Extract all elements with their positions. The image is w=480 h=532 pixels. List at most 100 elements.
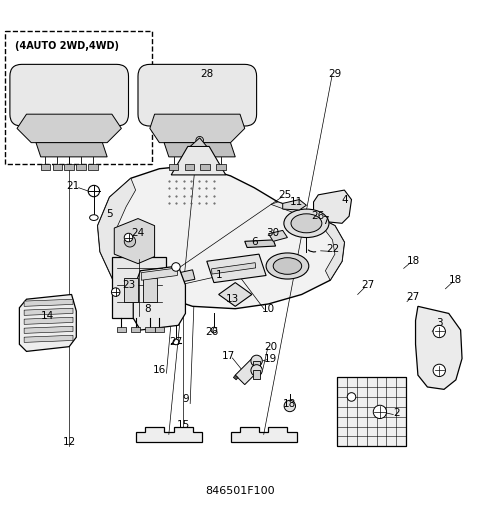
Polygon shape <box>114 219 155 264</box>
Text: (4AUTO 2WD,4WD): (4AUTO 2WD,4WD) <box>14 40 119 51</box>
Ellipse shape <box>90 215 98 220</box>
Polygon shape <box>212 263 256 274</box>
Polygon shape <box>24 326 73 334</box>
Text: 23: 23 <box>122 280 135 290</box>
Text: 5: 5 <box>106 209 113 219</box>
Bar <box>337 378 406 446</box>
Text: 4: 4 <box>341 195 348 205</box>
Polygon shape <box>283 200 306 210</box>
Polygon shape <box>36 143 107 157</box>
Polygon shape <box>24 299 73 306</box>
Text: 18: 18 <box>283 398 297 409</box>
Polygon shape <box>167 270 195 285</box>
Circle shape <box>124 233 133 242</box>
FancyBboxPatch shape <box>138 64 257 126</box>
Bar <box>201 164 210 170</box>
Text: 13: 13 <box>226 294 240 304</box>
Circle shape <box>172 263 180 271</box>
Ellipse shape <box>291 214 322 233</box>
Polygon shape <box>235 359 261 385</box>
Circle shape <box>124 236 136 247</box>
Bar <box>253 370 260 379</box>
Polygon shape <box>207 254 266 282</box>
Bar <box>216 164 226 170</box>
Text: 27: 27 <box>407 292 420 302</box>
Polygon shape <box>230 427 297 442</box>
Polygon shape <box>97 167 344 309</box>
Bar <box>131 327 140 332</box>
Text: 846501F100: 846501F100 <box>205 486 275 496</box>
Polygon shape <box>245 240 276 247</box>
Circle shape <box>211 327 217 333</box>
Bar <box>143 278 157 302</box>
Bar <box>145 327 155 332</box>
Text: 6: 6 <box>251 237 258 247</box>
Polygon shape <box>313 190 351 223</box>
Polygon shape <box>136 427 202 442</box>
Text: 29: 29 <box>328 69 341 79</box>
Text: 16: 16 <box>153 365 166 376</box>
Bar <box>76 164 86 170</box>
Bar <box>185 164 194 170</box>
Text: 11: 11 <box>290 197 303 207</box>
Text: 12: 12 <box>62 437 76 446</box>
Text: 30: 30 <box>267 228 280 238</box>
Circle shape <box>347 393 356 401</box>
Text: 21: 21 <box>66 181 79 192</box>
Polygon shape <box>416 306 462 389</box>
Ellipse shape <box>284 209 329 237</box>
Bar <box>64 164 74 170</box>
Polygon shape <box>133 266 185 330</box>
Text: 17: 17 <box>221 351 235 361</box>
Circle shape <box>373 405 386 419</box>
Text: 10: 10 <box>262 304 275 314</box>
Text: 15: 15 <box>177 420 190 430</box>
Polygon shape <box>24 308 73 315</box>
Circle shape <box>173 339 179 345</box>
Polygon shape <box>17 114 121 143</box>
Bar <box>169 164 179 170</box>
Bar <box>117 327 126 332</box>
Polygon shape <box>164 143 235 157</box>
Polygon shape <box>24 335 73 343</box>
Text: 9: 9 <box>182 394 189 404</box>
Text: 3: 3 <box>436 318 443 328</box>
Circle shape <box>196 137 204 144</box>
Text: 28: 28 <box>200 69 214 79</box>
Bar <box>112 256 167 318</box>
Text: 26: 26 <box>205 327 218 337</box>
Polygon shape <box>233 375 238 380</box>
Text: 26: 26 <box>312 211 325 221</box>
Bar <box>53 164 62 170</box>
Polygon shape <box>219 282 252 306</box>
Circle shape <box>111 288 120 296</box>
Circle shape <box>284 400 296 412</box>
Bar <box>41 164 50 170</box>
Polygon shape <box>171 146 226 175</box>
Circle shape <box>88 185 99 197</box>
Circle shape <box>433 325 445 338</box>
Polygon shape <box>24 317 73 325</box>
Bar <box>88 164 97 170</box>
Text: 14: 14 <box>41 311 54 321</box>
Bar <box>155 327 164 332</box>
Text: 22: 22 <box>326 244 339 254</box>
Polygon shape <box>162 176 221 207</box>
FancyBboxPatch shape <box>5 31 152 164</box>
Circle shape <box>251 355 262 367</box>
Polygon shape <box>97 178 136 282</box>
Text: 8: 8 <box>144 304 151 314</box>
Text: 1: 1 <box>216 270 222 279</box>
Polygon shape <box>190 138 207 146</box>
Bar <box>124 278 138 302</box>
Text: 18: 18 <box>449 275 463 285</box>
Polygon shape <box>271 202 344 280</box>
Text: 7: 7 <box>322 216 329 226</box>
Ellipse shape <box>266 253 309 279</box>
Text: 27: 27 <box>169 337 182 347</box>
FancyBboxPatch shape <box>10 64 129 126</box>
Polygon shape <box>268 230 288 242</box>
Text: 27: 27 <box>361 280 375 290</box>
Text: 20: 20 <box>264 342 277 352</box>
Polygon shape <box>150 114 245 143</box>
